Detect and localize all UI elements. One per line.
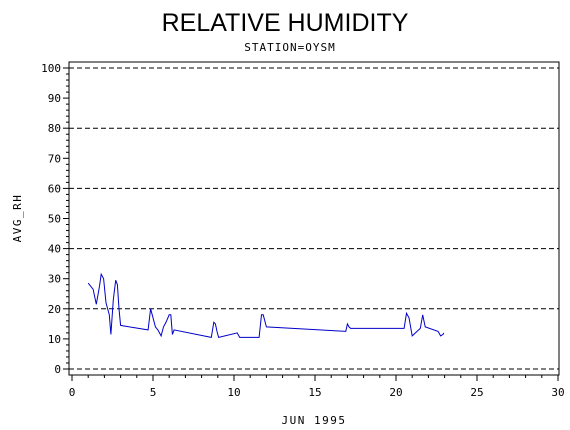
y-tick-label-30: 30 bbox=[48, 273, 61, 286]
y-tick-label-10: 10 bbox=[48, 333, 61, 346]
x-tick-label-0: 0 bbox=[69, 386, 76, 399]
y-tick-label-0: 0 bbox=[54, 363, 61, 376]
x-axis: 0 5 10 15 20 25 30 bbox=[69, 375, 565, 399]
plot-frame bbox=[68, 61, 560, 376]
x-tick-label-10: 10 bbox=[227, 386, 240, 399]
avg-rh-series-line bbox=[87, 272, 445, 339]
y-tick-label-50: 50 bbox=[48, 213, 61, 226]
x-tick-label-5: 5 bbox=[150, 386, 157, 399]
y-tick-label-80: 80 bbox=[48, 122, 61, 135]
y-tick-label-20: 20 bbox=[48, 303, 61, 316]
y-tick-label-90: 90 bbox=[48, 92, 61, 105]
x-axis-label: JUN 1995 bbox=[282, 414, 347, 427]
x-tick-label-25: 25 bbox=[470, 386, 483, 399]
y-tick-label-40: 40 bbox=[48, 243, 61, 256]
y-axis: 0 10 20 30 40 50 60 70 80 90 100 bbox=[41, 62, 69, 376]
y-tick-label-70: 70 bbox=[48, 152, 61, 165]
chart-subtitle: STATION=OYSM bbox=[244, 41, 335, 54]
y-axis-label: AVG_RH bbox=[11, 194, 24, 243]
x-tick-label-30: 30 bbox=[551, 386, 564, 399]
x-tick-label-15: 15 bbox=[308, 386, 321, 399]
y-tick-label-60: 60 bbox=[48, 182, 61, 195]
x-tick-label-20: 20 bbox=[389, 386, 402, 399]
y-tick-label-100: 100 bbox=[41, 62, 61, 75]
chart-title: RELATIVE HUMIDITY bbox=[162, 9, 409, 37]
gridlines bbox=[69, 67, 559, 370]
